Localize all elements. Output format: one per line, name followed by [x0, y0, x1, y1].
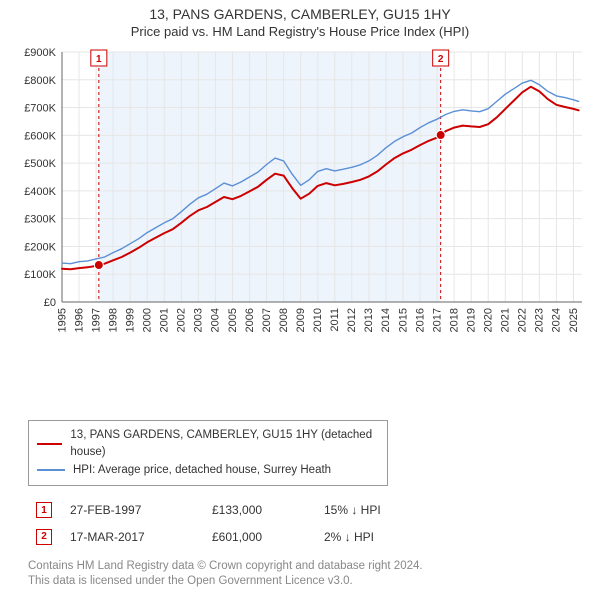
svg-text:2024: 2024 [551, 308, 563, 332]
svg-text:2012: 2012 [346, 308, 358, 332]
svg-text:2011: 2011 [329, 308, 341, 332]
legend-row-property: 13, PANS GARDENS, CAMBERLEY, GU15 1HY (d… [37, 427, 379, 462]
footer-block: 13, PANS GARDENS, CAMBERLEY, GU15 1HY (d… [28, 420, 584, 590]
title-block: 13, PANS GARDENS, CAMBERLEY, GU15 1HY Pr… [0, 0, 600, 39]
svg-text:£700K: £700K [24, 103, 56, 115]
svg-text:2021: 2021 [500, 308, 512, 332]
sale-date: 27-FEB-1997 [64, 498, 204, 523]
svg-text:1999: 1999 [124, 308, 136, 332]
svg-text:2008: 2008 [278, 308, 290, 332]
title-subtitle: Price paid vs. HM Land Registry's House … [0, 24, 600, 39]
table-row: 2 17-MAR-2017 £601,000 2% ↓ HPI [30, 524, 582, 549]
svg-text:2003: 2003 [193, 308, 205, 332]
svg-text:2025: 2025 [568, 308, 580, 332]
svg-text:1997: 1997 [90, 308, 102, 332]
svg-text:£400K: £400K [24, 186, 56, 198]
svg-text:2018: 2018 [448, 308, 460, 332]
svg-text:2016: 2016 [414, 308, 426, 332]
svg-text:2017: 2017 [431, 308, 443, 332]
svg-text:£600K: £600K [24, 130, 56, 142]
svg-text:£800K: £800K [24, 75, 56, 87]
svg-text:1995: 1995 [56, 308, 68, 332]
svg-text:1998: 1998 [107, 308, 119, 332]
svg-text:1996: 1996 [73, 308, 85, 332]
svg-text:2009: 2009 [295, 308, 307, 332]
svg-text:£900K: £900K [24, 48, 56, 59]
sale-diff: 2% ↓ HPI [318, 524, 582, 549]
svg-text:2014: 2014 [380, 308, 392, 332]
sale-price: £601,000 [206, 524, 316, 549]
svg-text:2007: 2007 [261, 308, 273, 332]
svg-text:2019: 2019 [465, 308, 477, 332]
chart-area: £0 £100K £200K £300K £400K £500K £600K £700K £80… [8, 48, 592, 368]
chart-container: 13, PANS GARDENS, CAMBERLEY, GU15 1HY Pr… [0, 0, 600, 560]
legend-row-hpi: HPI: Average price, detached house, Surr… [37, 462, 379, 479]
copyright-line1: Contains HM Land Registry data © Crown c… [28, 559, 584, 575]
svg-text:2004: 2004 [210, 308, 222, 332]
legend-box: 13, PANS GARDENS, CAMBERLEY, GU15 1HY (d… [28, 420, 388, 486]
svg-text:2002: 2002 [176, 308, 188, 332]
copyright-block: Contains HM Land Registry data © Crown c… [28, 559, 584, 590]
svg-text:2010: 2010 [312, 308, 324, 332]
sale-date: 17-MAR-2017 [64, 524, 204, 549]
svg-text:£200K: £200K [24, 241, 56, 253]
sale-diff: 15% ↓ HPI [318, 498, 582, 523]
svg-text:£100K: £100K [24, 269, 56, 281]
sale-marker-2: 2 [36, 529, 52, 545]
svg-text:2013: 2013 [363, 308, 375, 332]
sale-marker-1: 1 [36, 502, 52, 518]
title-address: 13, PANS GARDENS, CAMBERLEY, GU15 1HY [0, 6, 600, 22]
svg-text:£300K: £300K [24, 214, 56, 226]
svg-text:2001: 2001 [159, 308, 171, 332]
svg-text:2015: 2015 [397, 308, 409, 332]
svg-text:2000: 2000 [142, 308, 154, 332]
svg-text:£500K: £500K [24, 158, 56, 170]
copyright-line2: This data is licensed under the Open Gov… [28, 574, 584, 590]
svg-text:2005: 2005 [227, 308, 239, 332]
svg-text:2: 2 [438, 54, 444, 65]
legend-label-hpi: HPI: Average price, detached house, Surr… [73, 462, 331, 479]
svg-text:2022: 2022 [517, 308, 529, 332]
svg-text:2006: 2006 [244, 308, 256, 332]
table-row: 1 27-FEB-1997 £133,000 15% ↓ HPI [30, 498, 582, 523]
svg-text:£0: £0 [44, 297, 56, 309]
svg-text:1: 1 [96, 54, 102, 65]
legend-swatch-property [37, 443, 62, 445]
legend-label-property: 13, PANS GARDENS, CAMBERLEY, GU15 1HY (d… [70, 427, 379, 462]
svg-text:2023: 2023 [534, 308, 546, 332]
sale-price: £133,000 [206, 498, 316, 523]
legend-swatch-hpi [37, 469, 65, 471]
svg-text:2020: 2020 [483, 308, 495, 332]
chart-svg: £0 £100K £200K £300K £400K £500K £600K £700K £80… [8, 48, 592, 368]
sales-table: 1 27-FEB-1997 £133,000 15% ↓ HPI 2 17-MA… [28, 496, 584, 551]
